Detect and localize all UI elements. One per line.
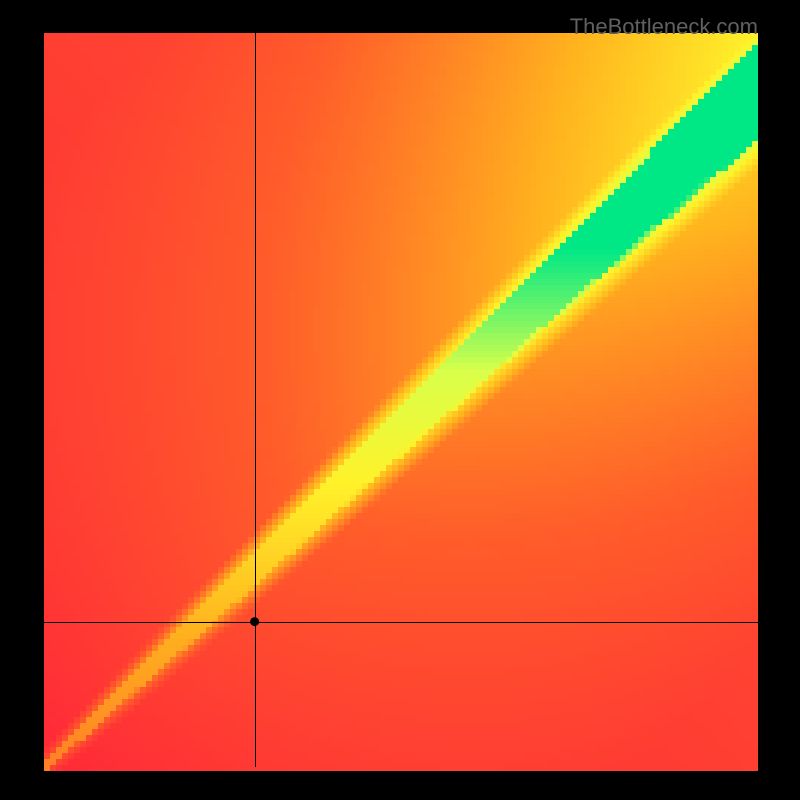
watermark-text: TheBottleneck.com [570, 14, 758, 40]
chart-container: TheBottleneck.com [0, 0, 800, 800]
bottleneck-heatmap [0, 0, 800, 800]
